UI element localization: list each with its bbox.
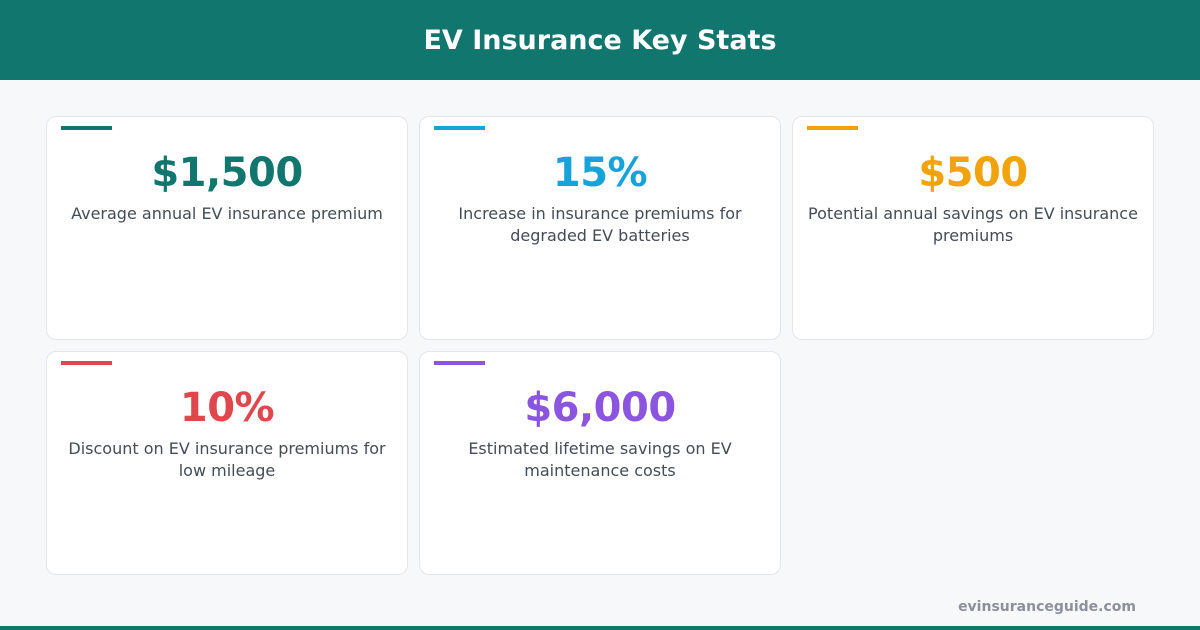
stat-card: $1,500 Average annual EV insurance premiu… (46, 116, 408, 340)
card-grid: $1,500 Average annual EV insurance premiu… (46, 116, 1154, 575)
source: evinsuranceguide.com (958, 599, 1136, 615)
stat-card: $500 Potential annual savings on EV insur… (792, 116, 1154, 340)
stat-value: $6,000 (524, 385, 676, 431)
header-title: EV Insurance Key Stats (0, 0, 1200, 80)
stat-value: $1,500 (151, 150, 303, 196)
stat-label: Increase in insurance premiums for degra… (458, 204, 742, 245)
accent-bar (434, 126, 485, 130)
stat-card: 15% Increase in insurance premiums for de… (419, 116, 781, 340)
stat-value: 10% (179, 385, 275, 431)
stat-card: 10% Discount on EV insurance premiums for… (46, 351, 408, 575)
stat-value: $500 (918, 150, 1028, 196)
stat-label: Average annual EV insurance premium (71, 204, 383, 223)
stat-label: Potential annual savings on EV insurance… (808, 204, 1138, 245)
stat-card: $6,000 Estimated lifetime savings on EV m… (419, 351, 781, 575)
stat-label: Discount on EV insurance premiums for lo… (68, 439, 386, 480)
accent-bar (61, 361, 112, 365)
accent-bar (434, 361, 485, 365)
accent-bar (807, 126, 858, 130)
accent-bar (61, 126, 112, 130)
stat-label: Estimated lifetime savings on EV mainten… (468, 439, 732, 480)
bottom-bar (0, 626, 1200, 630)
stat-value: 15% (552, 150, 648, 196)
